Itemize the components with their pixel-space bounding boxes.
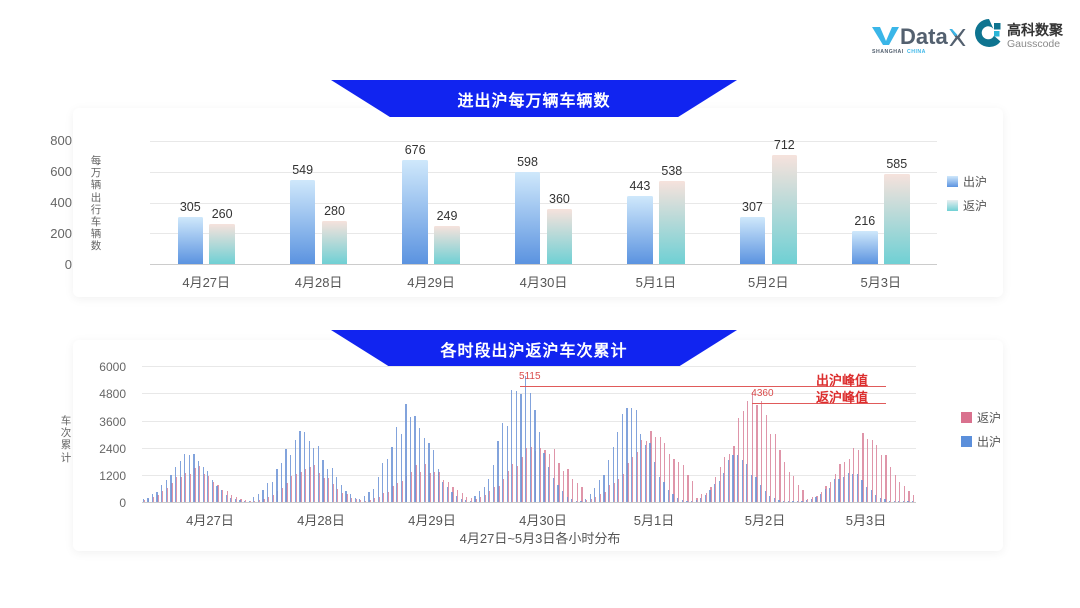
svg-text:Gausscode: Gausscode <box>1007 38 1060 50</box>
svg-text:CHINA: CHINA <box>907 49 926 55</box>
svg-text:高科数聚: 高科数聚 <box>1007 22 1064 38</box>
svg-text:SHANGHAI: SHANGHAI <box>872 49 904 55</box>
svg-text:Data: Data <box>900 24 948 49</box>
